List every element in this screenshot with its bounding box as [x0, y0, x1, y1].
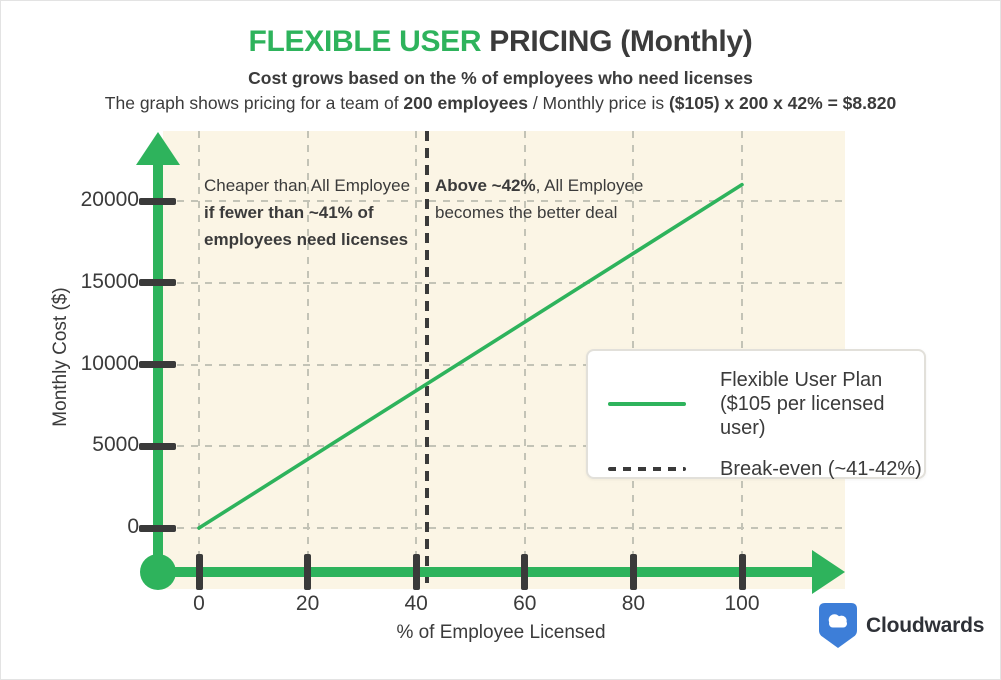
x-tick [738, 554, 746, 590]
branding: Cloudwards [819, 603, 984, 648]
y-tick [139, 279, 176, 287]
x-tick-label: 0 [193, 592, 205, 615]
dashed-line-swatch-icon [608, 467, 686, 471]
annotation-line: employees need licenses [204, 226, 429, 253]
y-axis-arrow-icon [136, 132, 180, 165]
y-tick [139, 197, 176, 205]
y-tick-label: 15000 [80, 269, 139, 293]
description-text: The graph shows pricing for a team of [104, 93, 404, 113]
annotation-line: if fewer than ~41% of [204, 199, 429, 226]
x-axis-arrow-icon [812, 550, 845, 594]
x-tick [412, 554, 420, 590]
annotation-text: Cheaper than All Employee [204, 176, 411, 195]
annotation-line: Above ~42%, All Employee [435, 172, 670, 199]
description-text: ($105) x 200 x 42% = $8.820 [668, 93, 897, 113]
y-tick-label: 10000 [80, 351, 139, 375]
x-tick-label: 100 [724, 592, 760, 615]
page-title: FLEXIBLE USER PRICING (Monthly) [1, 25, 1000, 59]
grid-line-v [523, 131, 526, 589]
annotation-line: Cheaper than All Employee [204, 172, 429, 199]
annotation-text: becomes the better deal [435, 203, 618, 222]
x-axis [156, 567, 816, 577]
breakeven-line [425, 131, 430, 589]
legend: Flexible User Plan ($105 per licensed use… [586, 349, 926, 481]
grid-line-h [163, 527, 845, 529]
legend-label-line: ($105 per licensed user) [720, 393, 885, 439]
x-tick-label: 20 [295, 592, 320, 615]
x-tick [304, 554, 312, 590]
y-tick-label: 5000 [92, 433, 139, 457]
annotation-line: becomes the better deal [435, 199, 670, 226]
origin-dot [140, 554, 176, 590]
x-axis-title: % of Employee Licensed [396, 622, 606, 643]
y-tick [139, 524, 176, 532]
grid-line-h [163, 200, 845, 202]
legend-label: Break-even (~41-42%) [720, 457, 922, 481]
x-tick-label: 80 [621, 592, 646, 615]
grid-line-h [163, 445, 845, 448]
legend-item: Break-even (~41-42%) [608, 457, 924, 481]
grid-line-v [415, 131, 418, 589]
y-tick [139, 442, 176, 450]
cloud-glyph [828, 614, 847, 628]
x-tick [521, 554, 529, 590]
title-highlight: FLEXIBLE USER [248, 25, 482, 58]
legend-label-line: Flexible User Plan [720, 369, 883, 391]
solid-line-swatch-icon [608, 402, 686, 406]
annotation-text: Above ~42% [435, 176, 536, 195]
grid-line-v [306, 131, 309, 589]
title-rest: PRICING (Monthly) [481, 25, 753, 58]
page-subtitle: Cost grows based on the % of employees w… [248, 68, 753, 88]
annotation-text: employees need licenses [204, 230, 409, 249]
grid-line-h [163, 363, 845, 366]
annotation-left: Cheaper than All Employee if fewer than ~… [204, 172, 429, 253]
annotation-right: Above ~42%, All Employee becomes the bett… [435, 172, 670, 226]
description-text: 200 employees [403, 93, 528, 113]
legend-item: Flexible User Plan ($105 per licensed use… [608, 368, 924, 440]
x-tick-label: 40 [404, 592, 428, 615]
y-tick [139, 361, 176, 368]
y-axis-title: Monthly Cost ($) [50, 287, 71, 427]
x-tick-label: 60 [513, 592, 537, 615]
cloudwards-logo-icon [819, 603, 857, 648]
brand-name: Cloudwards [866, 613, 985, 637]
header: FLEXIBLE USER PRICING (Monthly) Cost gro… [1, 25, 1000, 114]
x-tick [195, 554, 203, 590]
page-description: The graph shows pricing for a team of 20… [1, 93, 1000, 114]
price-line-series [197, 182, 744, 530]
x-tick [629, 554, 637, 590]
grid-line-v [198, 131, 200, 589]
annotation-text: if fewer than ~41% of [204, 203, 374, 222]
legend-label: Flexible User Plan ($105 per licensed use… [720, 368, 924, 440]
grid-line-h [163, 281, 845, 284]
annotation-text: , All Employee [535, 176, 644, 195]
legend-label-line: Break-even (~41-42%) [720, 458, 922, 480]
y-tick-label: 0 [127, 515, 139, 538]
y-tick-label: 20000 [80, 188, 139, 211]
description-text: / Monthly price is [527, 93, 669, 113]
